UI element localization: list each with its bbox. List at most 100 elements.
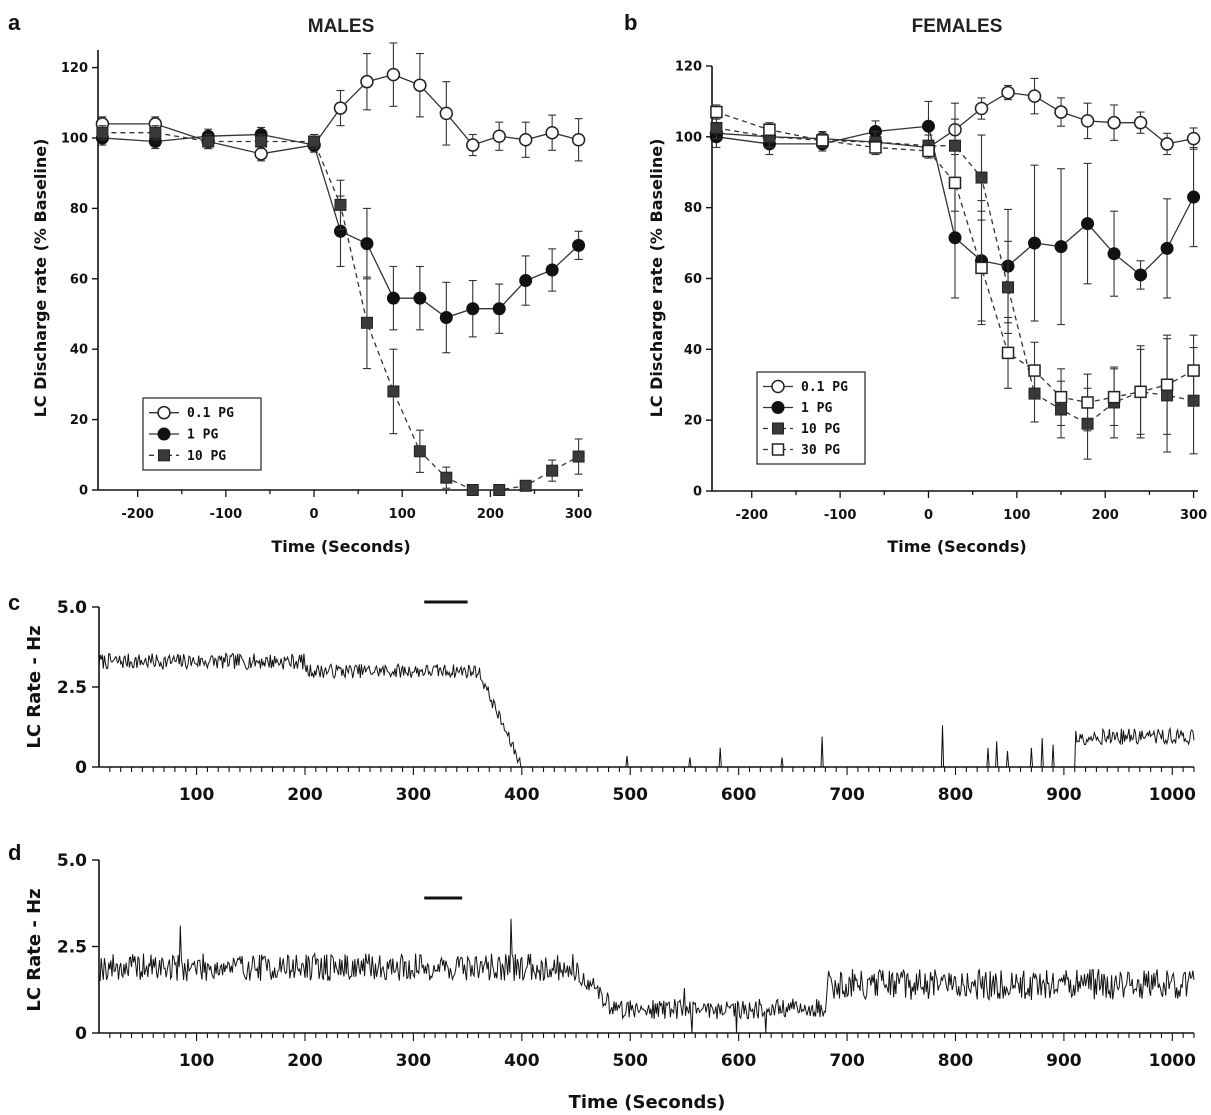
legend-swatch-marker: [158, 449, 170, 462]
data-point: [571, 133, 586, 147]
data-point: [1186, 131, 1201, 146]
panel-letter-b: b: [624, 10, 637, 35]
data-point: [386, 67, 401, 82]
data-point: [1187, 364, 1200, 377]
data-point: [1001, 85, 1015, 100]
y-tick-label: 60: [684, 272, 702, 287]
data-point: [1107, 115, 1121, 130]
data-point: [949, 139, 961, 152]
data-point: [1160, 241, 1174, 255]
legend-swatch-marker: [772, 422, 784, 435]
panel-b-x-axis-label: Time (Seconds): [887, 537, 1026, 556]
data-point: [546, 464, 559, 477]
panel-letter-a: a: [8, 10, 21, 35]
data-point: [519, 274, 533, 288]
data-point: [466, 484, 479, 496]
data-point: [492, 302, 506, 316]
series-10-pg: [96, 125, 585, 496]
x-tick-label: -200: [121, 507, 154, 522]
panel-a-y-axis-label: LC Discharge rate (% Baseline): [31, 139, 50, 418]
legend-label: 1 PG: [187, 428, 218, 443]
panel-d-trace-chart: LC Rate - Hz Time (Seconds) 0 2.5 5.0 100 20…: [24, 851, 1196, 1113]
x-tick-label: 100: [179, 785, 215, 805]
panel-c-y-axis-label: LC Rate - Hz: [24, 625, 45, 748]
data-point: [572, 450, 585, 463]
y-tick-label: 40: [70, 343, 88, 358]
data-point: [975, 171, 988, 184]
data-point: [1187, 190, 1201, 204]
data-point: [1133, 115, 1148, 130]
data-point: [254, 147, 268, 161]
data-point: [816, 134, 829, 147]
data-point: [333, 101, 348, 115]
data-point: [1080, 114, 1095, 128]
legend: 0.1 PG 1 PG 10 PG 30 PG: [756, 371, 866, 465]
y-tick-label: 80: [70, 202, 88, 217]
x-tick-label: 800: [938, 785, 974, 805]
rate-trace: [98, 918, 1195, 1034]
x-tick-label: 800: [938, 1051, 974, 1071]
data-point: [518, 133, 533, 147]
data-point: [1134, 385, 1147, 399]
data-point: [710, 105, 723, 119]
panel-a-title: MALES: [308, 16, 375, 37]
data-point: [413, 445, 426, 458]
x-tick-label: 900: [1046, 785, 1082, 805]
data-point: [439, 106, 454, 121]
legend-swatch-marker: [771, 401, 785, 414]
data-point: [922, 144, 935, 158]
data-point: [334, 198, 347, 211]
data-point: [360, 316, 373, 329]
x-tick-label: 1000: [1149, 785, 1196, 805]
x-tick-label: 200: [287, 785, 323, 805]
data-point: [387, 385, 400, 398]
data-point: [413, 291, 427, 305]
panel-b-title: FEMALES: [912, 16, 1003, 37]
data-point: [1054, 390, 1068, 404]
x-tick-label: 500: [612, 785, 648, 805]
data-point: [466, 302, 480, 316]
y-tick-label: 0: [79, 484, 88, 499]
data-point: [1028, 364, 1041, 377]
data-point: [974, 101, 989, 116]
x-tick-label: 100: [1003, 508, 1030, 523]
legend-swatch-marker: [771, 379, 785, 394]
legend-label: 0.1 PG: [801, 380, 848, 395]
y-tick-label: 60: [70, 272, 88, 287]
y-tick-label: 120: [675, 60, 702, 75]
data-point: [572, 238, 586, 252]
data-point: [710, 121, 723, 134]
data-point: [519, 479, 532, 492]
legend-label: 0.1 PG: [187, 406, 234, 421]
data-point: [763, 123, 776, 136]
y-tick-label: 5.0: [57, 598, 87, 618]
data-point: [545, 125, 559, 140]
x-tick-label: 600: [721, 1051, 757, 1071]
x-tick-label: -100: [210, 507, 243, 522]
series-0-1-pg: [95, 42, 586, 162]
x-tick-label: 0: [924, 508, 933, 523]
legend-label: 10 PG: [801, 422, 840, 437]
data-point: [360, 237, 374, 251]
data-point: [1001, 346, 1015, 360]
x-tick-label: 100: [179, 1051, 215, 1071]
y-tick-label: 0: [693, 485, 702, 500]
data-point: [360, 74, 374, 89]
y-tick-label: 2.5: [57, 938, 87, 958]
data-point: [545, 263, 559, 277]
rate-trace: [98, 652, 1195, 768]
data-point: [1081, 396, 1094, 409]
legend-swatch-marker: [157, 405, 171, 420]
y-tick-label: 100: [675, 130, 702, 145]
panel-letter-c: c: [8, 590, 20, 615]
series-30-pg: [710, 104, 1200, 435]
data-point: [1081, 217, 1095, 231]
y-tick-label: 100: [61, 132, 88, 147]
data-point: [921, 119, 935, 133]
legend: 0.1 PG 1 PG 10 PG: [142, 397, 262, 471]
x-tick-label: 300: [565, 507, 592, 522]
legend-swatch-marker: [157, 427, 171, 441]
data-point: [1002, 281, 1015, 294]
x-tick-label: 200: [477, 507, 504, 522]
